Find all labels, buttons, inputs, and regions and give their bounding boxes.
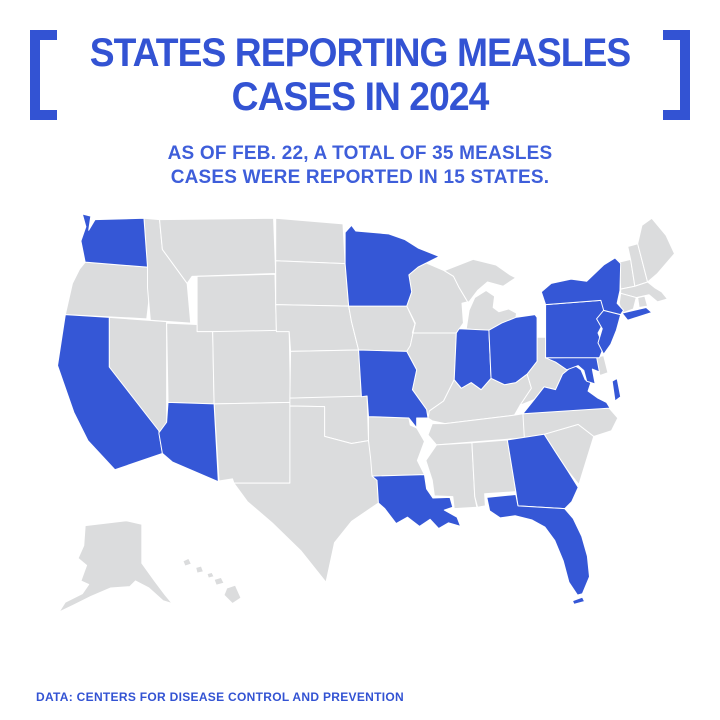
state-or: Oregon <box>64 261 151 320</box>
state-md: Maryland <box>545 356 600 385</box>
title-line-1: STATES REPORTING MEASLES <box>89 31 631 75</box>
state-mi: Michigan <box>443 258 517 303</box>
state-ny: New York <box>621 307 653 321</box>
state-ct: Connecticut <box>618 292 637 314</box>
state-oh: Ohio <box>488 314 538 386</box>
state-ri: Rhode Island <box>637 295 649 308</box>
state-ks: Kansas <box>289 349 362 399</box>
state-ut: Utah <box>166 322 215 405</box>
state-hi: Hawaii <box>195 565 204 574</box>
state-nd: North Dakota <box>275 217 346 265</box>
state-va: Virginia <box>611 377 622 402</box>
state-wa: Washington <box>80 213 148 268</box>
state-ny: New York <box>540 257 624 316</box>
state-az: Arizona <box>158 401 219 483</box>
subtitle-line-1: AS OF FEB. 22, A TOTAL OF 35 MEASLES <box>167 143 553 164</box>
state-nm: New Mexico <box>213 401 292 484</box>
state-pa: Pennsylvania <box>545 299 609 359</box>
bracket-right-icon <box>663 30 690 120</box>
page-title: STATES REPORTING MEASLES CASES IN 2024 <box>78 30 642 120</box>
state-ia: Iowa <box>348 305 416 352</box>
state-mt: Montana <box>159 217 277 284</box>
state-hi: Hawaii <box>223 584 242 605</box>
state-wy: Wyoming <box>196 273 277 333</box>
data-source-note: DATA: CENTERS FOR DISEASE CONTROL AND PR… <box>36 690 404 704</box>
state-fl: Florida <box>486 494 590 596</box>
state-hi: Hawaii <box>182 557 192 567</box>
state-mn: Minnesota <box>344 224 440 307</box>
state-co: Colorado <box>212 329 292 405</box>
subtitle: AS OF FEB. 22, A TOTAL OF 35 MEASLES CAS… <box>0 142 720 190</box>
bracket-left-icon <box>30 30 57 120</box>
state-ar: Arkansas <box>368 416 425 477</box>
map-container: OregonNevadaIdahoMontanaWyomingUtahColor… <box>20 198 700 638</box>
state-sd: South Dakota <box>275 260 350 307</box>
state-mo: Missouri <box>358 349 429 429</box>
state-hi: Hawaii <box>213 576 225 586</box>
title-row: STATES REPORTING MEASLES CASES IN 2024 <box>30 30 690 120</box>
subtitle-line-2: CASES WERE REPORTED IN 15 STATES. <box>170 167 550 188</box>
state-la: Louisiana <box>371 474 462 529</box>
state-nj: New Jersey <box>596 309 622 355</box>
state-fl: Florida <box>572 596 586 605</box>
title-line-2: CASES IN 2024 <box>231 75 490 119</box>
us-map: OregonNevadaIdahoMontanaWyomingUtahColor… <box>57 213 675 613</box>
state-va: Virginia <box>522 364 611 415</box>
state-ak: Alaska <box>58 520 173 613</box>
state-me: Maine <box>637 217 675 283</box>
state-ca: California <box>57 314 163 471</box>
state-hi: Hawaii <box>206 571 215 579</box>
state-tx: Texas <box>233 405 379 583</box>
state-in: Indiana <box>453 328 492 391</box>
